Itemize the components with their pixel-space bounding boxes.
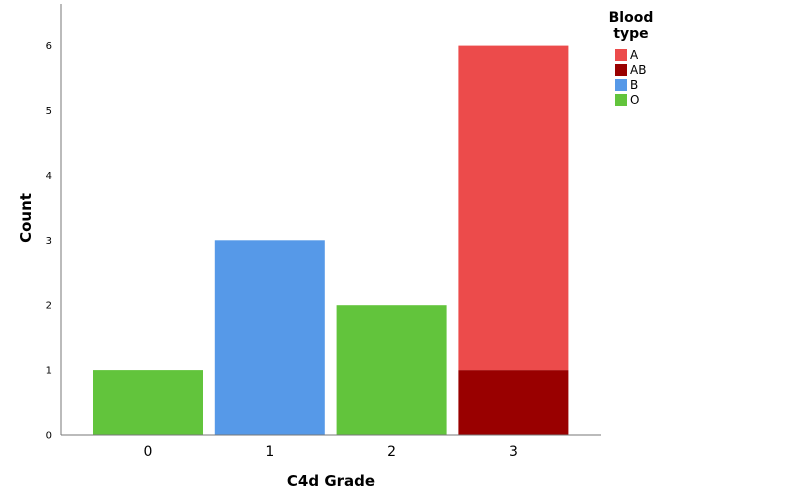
- bar-3-a: [458, 45, 569, 371]
- legend-swatch-b: [615, 79, 627, 91]
- legend-swatch-ab: [615, 64, 627, 76]
- x-tick-label-3: 3: [509, 444, 518, 460]
- legend-label-a: A: [630, 48, 639, 62]
- bar-3-ab: [458, 370, 569, 435]
- legend-label-ab: AB: [630, 63, 646, 77]
- bar-1-b: [214, 240, 325, 435]
- x-tick-label-2: 2: [387, 444, 396, 460]
- y-axis-title: Count: [17, 193, 35, 243]
- x-tick-labels: 0 1 2 3: [144, 444, 518, 460]
- y-tick-label-0: 0: [46, 431, 52, 442]
- y-tick-label-4: 4: [46, 171, 52, 182]
- y-tick-labels: 0 1 2 3 4 5 6: [46, 41, 52, 441]
- y-tick-label-1: 1: [46, 366, 52, 377]
- legend-title-line-2: type: [613, 26, 648, 42]
- x-tick-label-1: 1: [265, 444, 274, 460]
- legend-label-b: B: [630, 78, 638, 92]
- x-tick-label-0: 0: [144, 444, 153, 460]
- y-tick-label-2: 2: [46, 301, 52, 312]
- y-tick-label-6: 6: [46, 41, 52, 52]
- bars-group: [93, 45, 569, 435]
- y-tick-label-3: 3: [46, 236, 52, 247]
- legend-swatch-o: [615, 94, 627, 106]
- legend-swatch-a: [615, 49, 627, 61]
- bar-0-o: [93, 370, 203, 435]
- axes-group: [60, 4, 601, 436]
- y-tick-label-5: 5: [46, 106, 52, 117]
- x-axis-title: C4d Grade: [287, 472, 375, 490]
- legend-label-o: O: [630, 93, 639, 107]
- legend-title-line-1: Blood: [609, 10, 654, 26]
- bar-2-o: [336, 305, 447, 435]
